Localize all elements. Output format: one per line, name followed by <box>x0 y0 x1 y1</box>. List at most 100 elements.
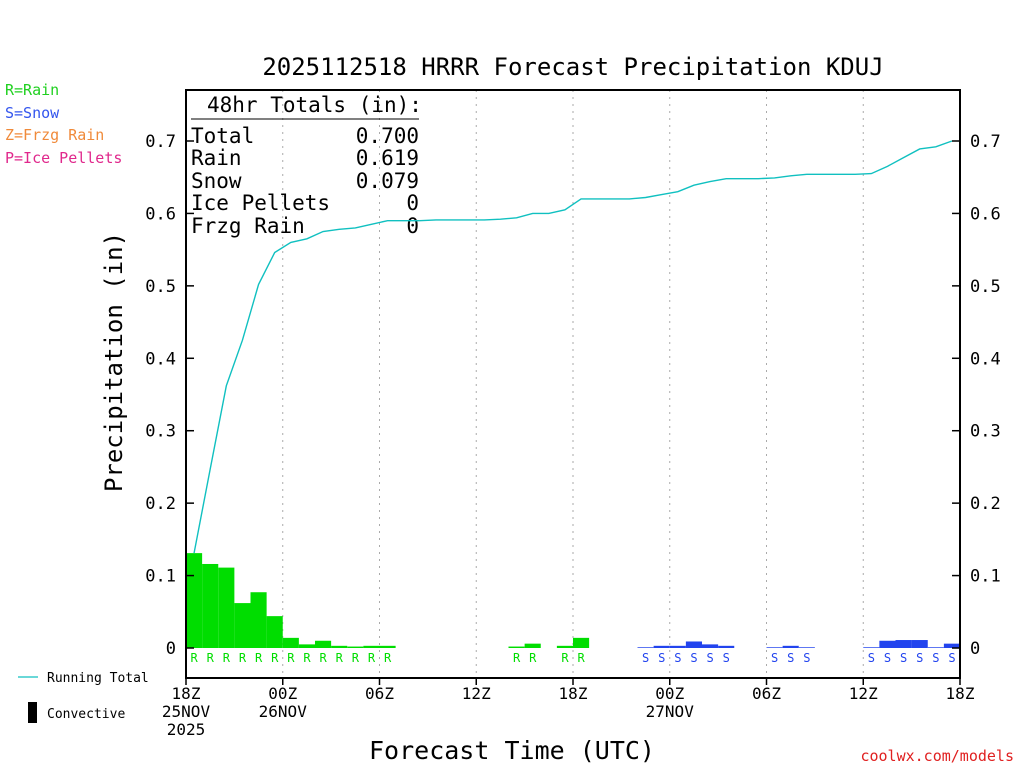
bar-hour-21 <box>508 646 525 648</box>
type-letter-hour-7: R <box>287 651 295 665</box>
bar-hour-1 <box>186 553 203 648</box>
type-letter-hour-43: S <box>868 651 875 665</box>
type-letter-hour-39: S <box>803 651 810 665</box>
y-tick-label-left-6: 0.6 <box>145 204 176 224</box>
y-tick-label-right-3: 0.3 <box>970 422 1001 442</box>
type-letter-hour-45: S <box>900 651 907 665</box>
type-letter-hour-37: S <box>771 651 778 665</box>
y-tick-label-right-7: 0.7 <box>970 132 1001 152</box>
type-letter-hour-48: S <box>948 651 955 665</box>
x-tick-label-5-0: 00Z <box>655 684 684 703</box>
totals-label-total: Total <box>191 124 254 148</box>
totals-box: 48hr Totals (in): Total 0.700 Rain 0.619… <box>191 93 422 238</box>
y-tick-label-left-4: 0.4 <box>145 349 176 369</box>
type-letter-hour-4: R <box>239 651 247 665</box>
running-total-legend-label: Running Total <box>47 671 149 686</box>
y-tick-label-right-5: 0.5 <box>970 277 1001 297</box>
bar-hour-7 <box>282 637 299 648</box>
type-letter-hour-9: R <box>319 651 327 665</box>
bar-hour-43 <box>863 647 880 648</box>
y-tick-label-right-1: 0.1 <box>970 567 1001 587</box>
x-tick-label-2-0: 06Z <box>365 684 394 703</box>
y-tick-label-left-3: 0.3 <box>145 422 176 442</box>
bar-hour-10 <box>331 645 348 648</box>
chart-title: 2025112518 HRRR Forecast Precipitation K… <box>262 53 883 81</box>
totals-value-rain: 0.619 <box>356 146 419 170</box>
y-tick-label-right-0: 0 <box>970 639 980 659</box>
y-tick-label-right-4: 0.4 <box>970 349 1001 369</box>
x-tick-label-7-0: 12Z <box>849 684 878 703</box>
totals-value-total: 0.700 <box>356 124 419 148</box>
x-tick-label-0-1: 25NOV <box>162 702 211 721</box>
y-tick-label-left-7: 0.7 <box>145 132 176 152</box>
type-letter-hour-10: R <box>336 651 344 665</box>
series-legend: Running Total Convective <box>18 671 149 723</box>
hourly-precip-bars <box>186 553 960 648</box>
running-total-series <box>193 140 953 554</box>
bar-hour-29 <box>637 647 654 648</box>
type-letter-hour-44: S <box>884 651 891 665</box>
x-tick-label-0-0: 18Z <box>172 684 201 703</box>
y-axis-label: Precipitation (in) <box>100 232 128 492</box>
bar-hour-34 <box>718 645 735 648</box>
x-tick-label-5-1: 27NOV <box>646 702 695 721</box>
totals-value-frzg-rain: 0 <box>406 214 419 238</box>
bar-hour-46 <box>911 640 928 648</box>
bar-hour-39 <box>798 647 815 648</box>
totals-label-rain: Rain <box>191 146 242 170</box>
bar-hour-38 <box>782 645 799 648</box>
type-letter-hour-34: S <box>723 651 730 665</box>
type-letter-hour-33: S <box>706 651 713 665</box>
bar-hour-6 <box>266 616 283 648</box>
bar-hour-48 <box>943 643 960 648</box>
x-tick-label-4-0: 18Z <box>559 684 588 703</box>
type-letter-hour-31: S <box>674 651 681 665</box>
type-letter-hour-8: R <box>303 651 311 665</box>
x-tick-label-3-0: 12Z <box>462 684 491 703</box>
bar-hour-22 <box>524 643 541 648</box>
y-tick-label-right-6: 0.6 <box>970 204 1001 224</box>
type-letter-hour-22: R <box>529 651 537 665</box>
x-tick-label-0-2: 2025 <box>167 720 206 739</box>
type-letter-hour-3: R <box>223 651 231 665</box>
type-letter-hour-21: R <box>513 651 521 665</box>
type-letter-hour-25: R <box>577 651 585 665</box>
credit-text: coolwx.com/models <box>860 747 1014 765</box>
type-letter-hour-6: R <box>271 651 279 665</box>
bar-hour-32 <box>685 641 702 648</box>
type-letter-hour-30: S <box>658 651 665 665</box>
bar-hour-24 <box>556 645 573 648</box>
type-letter-hour-47: S <box>932 651 939 665</box>
bar-hour-44 <box>879 640 896 648</box>
y-tick-label-left-2: 0.2 <box>145 494 176 514</box>
legend-rain: R=Rain <box>5 81 60 99</box>
y-tick-label-left-5: 0.5 <box>145 277 176 297</box>
bar-hour-12 <box>363 645 380 648</box>
bar-hour-5 <box>250 592 267 648</box>
x-tick-label-1-1: 26NOV <box>259 702 308 721</box>
bar-hour-4 <box>234 603 251 648</box>
totals-value-ice-pellets: 0 <box>406 191 419 215</box>
bar-hour-47 <box>927 647 944 648</box>
type-letter-hour-2: R <box>207 651 215 665</box>
y-tick-label-right-2: 0.2 <box>970 494 1001 514</box>
vertical-gridlines <box>282 90 864 678</box>
type-letter-hour-46: S <box>916 651 923 665</box>
bar-hour-33 <box>702 644 719 648</box>
type-letter-hour-11: R <box>352 651 360 665</box>
bar-hour-25 <box>573 637 590 648</box>
type-letter-hour-38: S <box>787 651 794 665</box>
type-letter-hour-1: R <box>190 651 198 665</box>
legend-ice-pellets: P=Ice Pellets <box>5 149 123 167</box>
x-axis-label: Forecast Time (UTC) <box>369 736 655 765</box>
totals-label-ice-pellets: Ice Pellets <box>191 191 330 215</box>
bar-hour-2 <box>202 563 219 648</box>
y-axis-left: 0 0.1 0.2 0.3 0.4 0.5 0.6 0.7 <box>145 132 194 659</box>
totals-header: 48hr Totals (in): <box>207 93 422 117</box>
bar-hour-45 <box>895 640 912 648</box>
bar-hour-31 <box>669 645 686 648</box>
legend-snow: S=Snow <box>5 104 60 122</box>
